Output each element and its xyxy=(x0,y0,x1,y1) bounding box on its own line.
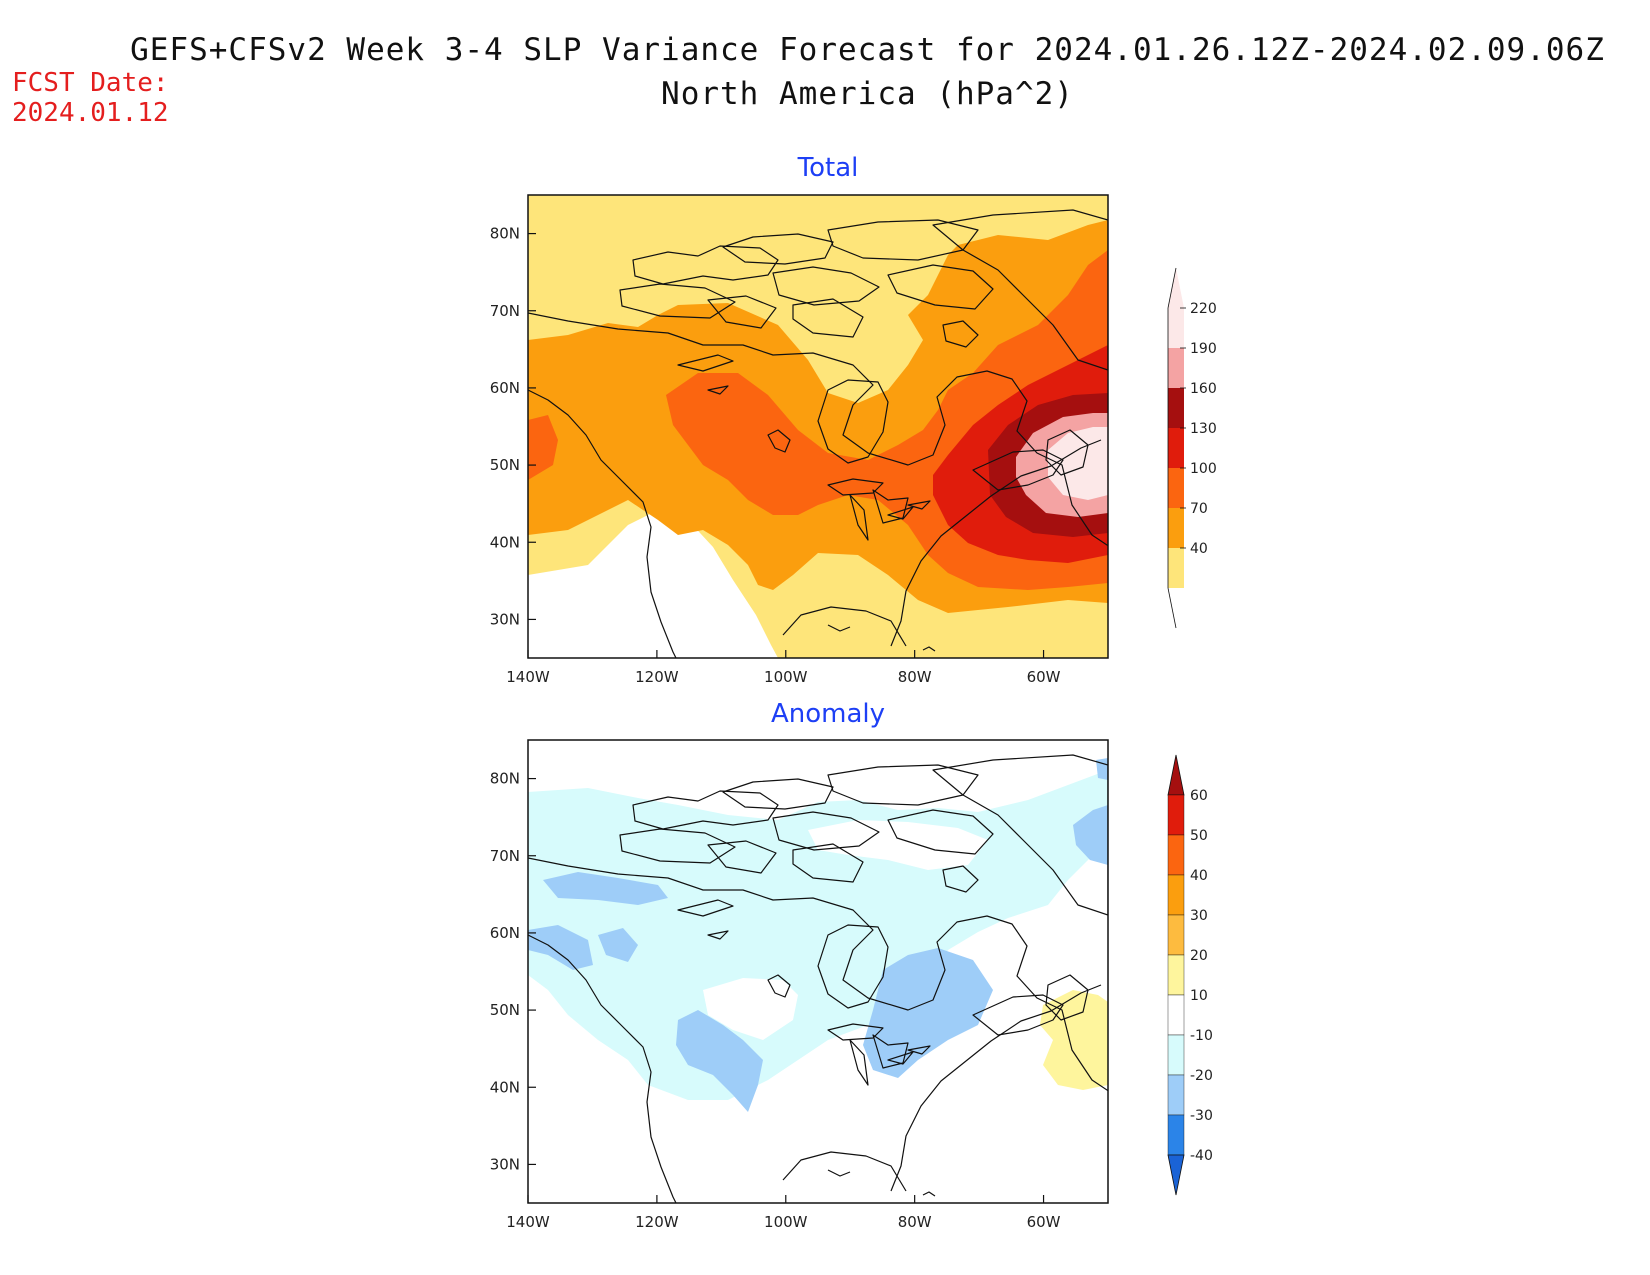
anomaly-field xyxy=(528,754,1108,1203)
total-axes: 140W 120W 100W 80W 60W 80N 70N 60N 50N 40N 30N xyxy=(490,225,1061,686)
colorbar-swatch xyxy=(1167,1034,1185,1076)
total-contour-100-west xyxy=(528,415,558,480)
total-contour-220 xyxy=(1048,427,1108,500)
x-tick-label: 80W xyxy=(898,1213,932,1231)
colorbar-swatch xyxy=(1167,834,1185,876)
colorbar-label: 130 xyxy=(1190,421,1217,437)
colorbar-swatch xyxy=(1168,388,1184,428)
total-map-frame xyxy=(527,194,1109,659)
y-tick-label: 40N xyxy=(490,1078,520,1096)
colorbar-label: -10 xyxy=(1190,1028,1213,1044)
total-field xyxy=(528,195,1108,658)
colorbar-swatch xyxy=(1167,954,1185,996)
colorbar-swatch xyxy=(1167,994,1185,1036)
colorbar-label: 50 xyxy=(1190,828,1208,844)
x-tick-label: 120W xyxy=(635,668,679,686)
colorbar-top-arrow xyxy=(1167,754,1185,796)
colorbar-label: 10 xyxy=(1190,988,1208,1004)
colorbar-label: 70 xyxy=(1190,501,1208,517)
anomaly-white-center xyxy=(703,978,798,1040)
y-tick-label: 30N xyxy=(490,1155,520,1173)
anomaly-contour-neg20-a xyxy=(543,872,668,905)
page-title: GEFS+CFSv2 Week 3-4 SLP Variance Forecas… xyxy=(130,32,1605,68)
anomaly-panel-title: Anomaly xyxy=(771,699,885,729)
colorbar-label: 100 xyxy=(1190,461,1217,477)
colorbar-swatch xyxy=(1167,794,1185,836)
x-tick-label: 80W xyxy=(898,668,932,686)
colorbar-swatch xyxy=(1168,508,1184,548)
colorbar-label: 160 xyxy=(1190,381,1217,397)
colorbar-swatch xyxy=(1168,548,1184,588)
anomaly-map-frame xyxy=(527,739,1109,1204)
colorbar-swatch xyxy=(1167,1114,1185,1156)
y-tick-label: 60N xyxy=(490,924,520,942)
colorbar-bottom-arrow xyxy=(1167,1154,1185,1196)
colorbar-label: -20 xyxy=(1190,1068,1213,1084)
x-tick-label: 60W xyxy=(1027,668,1061,686)
colorbar-label: 40 xyxy=(1190,868,1208,884)
x-tick-label: 140W xyxy=(506,668,550,686)
page-subtitle: North America (hPa^2) xyxy=(661,76,1074,112)
colorbar-swatch xyxy=(1168,428,1184,468)
colorbar-swatch xyxy=(1167,914,1185,956)
colorbar-bottom-arrow xyxy=(1167,587,1177,629)
colorbar-swatch xyxy=(1168,308,1184,348)
colorbar-label: -40 xyxy=(1190,1148,1213,1164)
x-tick-label: 100W xyxy=(764,668,808,686)
y-tick-label: 30N xyxy=(490,610,520,628)
x-tick-label: 120W xyxy=(635,1213,679,1231)
y-tick-label: 70N xyxy=(490,847,520,865)
colorbar-swatch xyxy=(1167,1074,1185,1116)
anomaly-colorbar: 60 50 40 30 20 10 -10 -20 -30 -40 xyxy=(1167,754,1213,1196)
colorbar-swatch xyxy=(1168,348,1184,388)
y-tick-label: 50N xyxy=(490,1001,520,1019)
colorbar-label: 60 xyxy=(1190,788,1208,804)
y-tick-label: 50N xyxy=(490,456,520,474)
anomaly-map-panel xyxy=(528,740,1108,1203)
forecast-date-label: FCST Date: xyxy=(12,68,169,98)
total-panel-title: Total xyxy=(797,153,859,183)
colorbar-swatch xyxy=(1168,468,1184,508)
anomaly-white-north xyxy=(808,820,988,870)
colorbar-label: 220 xyxy=(1190,301,1217,317)
y-tick-label: 80N xyxy=(490,770,520,788)
colorbar-label: 20 xyxy=(1190,948,1208,964)
anomaly-contour-neg20-b xyxy=(528,925,593,970)
anomaly-contour-neg20-f xyxy=(1073,805,1108,865)
colorbar-label: -30 xyxy=(1190,1108,1213,1124)
y-tick-label: 70N xyxy=(490,302,520,320)
total-colorbar: 220 190 160 130 100 70 40 xyxy=(1167,267,1217,629)
x-tick-label: 140W xyxy=(506,1213,550,1231)
total-map-panel xyxy=(528,195,1108,658)
colorbar-label: 30 xyxy=(1190,908,1208,924)
anomaly-contour-neg20-c xyxy=(598,928,638,962)
anomaly-contour-neg20-g xyxy=(1096,758,1108,780)
colorbar-label: 40 xyxy=(1190,541,1208,557)
anomaly-axes: 140W 120W 100W 80W 60W 80N 70N 60N 50N 40N 30N xyxy=(490,770,1061,1231)
colorbar-label: 190 xyxy=(1190,341,1217,357)
colorbar-swatch xyxy=(1167,874,1185,916)
y-tick-label: 60N xyxy=(490,379,520,397)
x-tick-label: 60W xyxy=(1027,1213,1061,1231)
anomaly-contour-neg20-d xyxy=(676,1010,763,1112)
forecast-date: FCST Date: 2024.01.12 xyxy=(12,68,169,128)
anomaly-contour-neg20-e xyxy=(863,948,993,1078)
x-tick-label: 100W xyxy=(764,1213,808,1231)
colorbar-top-arrow xyxy=(1168,268,1184,308)
forecast-date-value: 2024.01.12 xyxy=(12,98,169,128)
y-tick-label: 80N xyxy=(490,225,520,243)
total-white-area xyxy=(528,510,778,658)
y-tick-label: 40N xyxy=(490,533,520,551)
